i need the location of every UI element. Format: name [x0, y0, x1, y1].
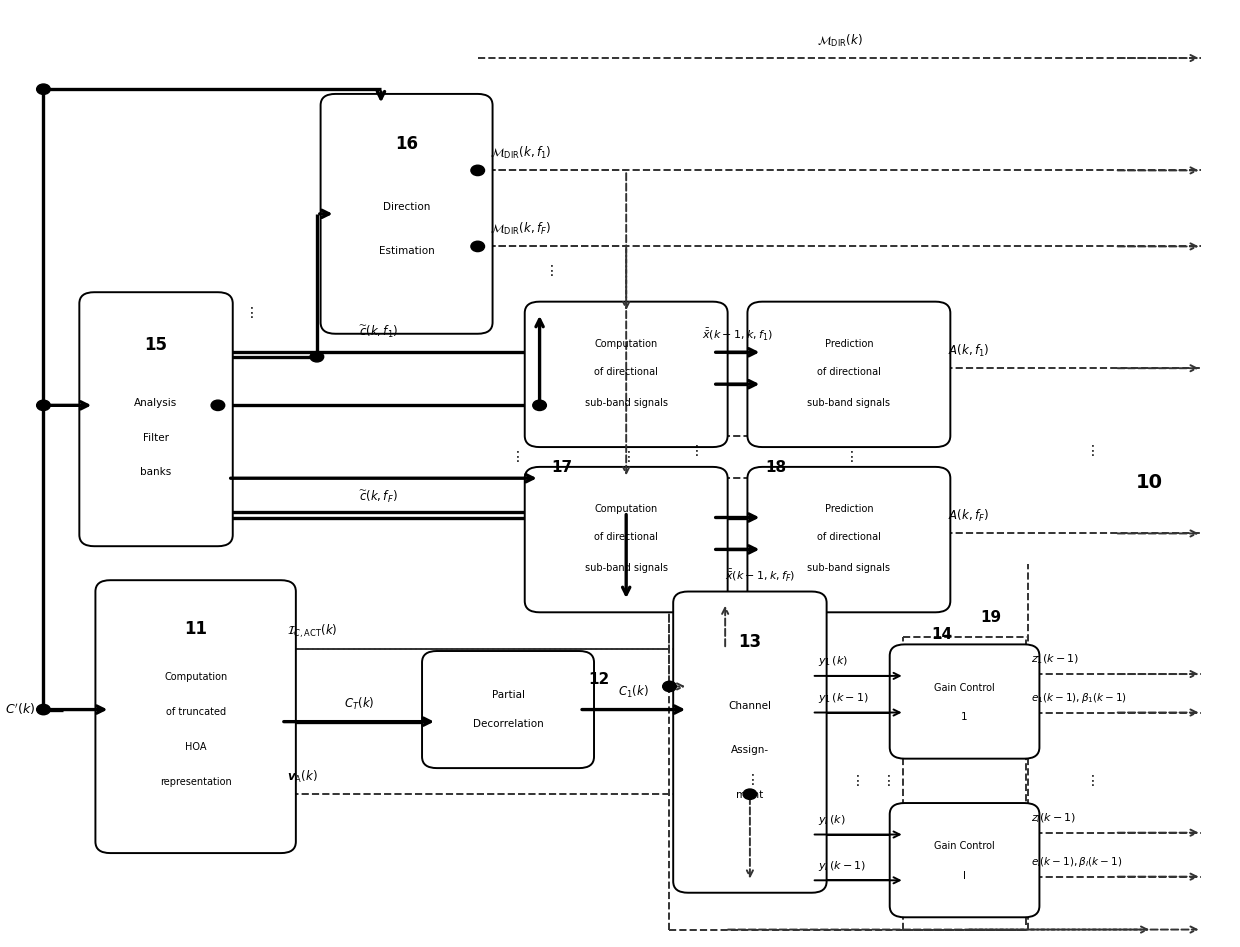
Text: Channel: Channel	[728, 701, 771, 711]
Text: sub-band signals: sub-band signals	[807, 563, 890, 573]
Text: Filter: Filter	[143, 433, 169, 442]
FancyBboxPatch shape	[890, 803, 1039, 918]
Text: of directional: of directional	[817, 366, 880, 377]
Text: Prediction: Prediction	[825, 339, 873, 348]
Text: $z_I(k-1)$: $z_I(k-1)$	[1030, 812, 1076, 825]
Circle shape	[37, 705, 51, 715]
Text: 18: 18	[765, 460, 786, 475]
Text: I: I	[963, 870, 966, 881]
Text: Decorrelation: Decorrelation	[472, 719, 543, 729]
Text: $\widetilde{c}(k,f_1)$: $\widetilde{c}(k,f_1)$	[360, 324, 398, 340]
Text: Direction: Direction	[383, 203, 430, 212]
Text: $\mathcal{M}_{\mathrm{DIR}}(k,f_1)$: $\mathcal{M}_{\mathrm{DIR}}(k,f_1)$	[490, 145, 552, 161]
Text: $C'(k)$: $C'(k)$	[5, 702, 36, 717]
Text: of truncated: of truncated	[166, 706, 226, 717]
Text: $\vdots$: $\vdots$	[851, 774, 859, 788]
Text: $y_I\,(k)$: $y_I\,(k)$	[818, 813, 846, 827]
Circle shape	[211, 401, 224, 410]
Text: Assign-: Assign-	[730, 745, 769, 756]
Text: $\vdots$: $\vdots$	[689, 443, 699, 458]
FancyBboxPatch shape	[525, 302, 728, 447]
Text: $y_1\,(k-1)$: $y_1\,(k-1)$	[818, 691, 869, 705]
Text: $\boldsymbol{v}_{\mathrm{A}}(k)$: $\boldsymbol{v}_{\mathrm{A}}(k)$	[288, 769, 317, 785]
Text: $z_1(k-1)$: $z_1(k-1)$	[1030, 652, 1079, 667]
FancyBboxPatch shape	[422, 651, 594, 768]
Text: $\mathcal{I}_{C,\mathrm{ACT}}(k)$: $\mathcal{I}_{C,\mathrm{ACT}}(k)$	[288, 622, 337, 639]
Text: $\bar{\bar{x}}(k-1,k,f_1)$: $\bar{\bar{x}}(k-1,k,f_1)$	[702, 327, 773, 343]
Text: sub-band signals: sub-band signals	[585, 563, 667, 573]
FancyBboxPatch shape	[748, 302, 950, 447]
Text: $\vdots$: $\vdots$	[745, 773, 755, 787]
Text: Gain Control: Gain Control	[934, 683, 994, 693]
Text: 10: 10	[1136, 474, 1163, 492]
Circle shape	[37, 401, 51, 410]
Text: Estimation: Estimation	[378, 246, 434, 256]
Text: banks: banks	[140, 468, 171, 477]
FancyBboxPatch shape	[673, 592, 827, 893]
Text: $\vdots$: $\vdots$	[882, 774, 890, 788]
FancyBboxPatch shape	[95, 581, 296, 853]
Text: $y_I\,(k-1)$: $y_I\,(k-1)$	[818, 859, 867, 873]
Text: representation: representation	[160, 777, 232, 787]
Text: $A(k,f_1)$: $A(k,f_1)$	[947, 343, 990, 359]
Text: $\vdots$: $\vdots$	[844, 450, 853, 464]
Text: $\bar{\bar{x}}(k-1,k,f_F)$: $\bar{\bar{x}}(k-1,k,f_F)$	[725, 568, 796, 584]
Text: sub-band signals: sub-band signals	[807, 398, 890, 407]
Text: 19: 19	[981, 610, 1002, 624]
Text: $e_I(k-1),\beta_I(k-1)$: $e_I(k-1),\beta_I(k-1)$	[1030, 855, 1122, 869]
Text: Computation: Computation	[594, 339, 657, 348]
Text: $\vdots$: $\vdots$	[1085, 443, 1095, 458]
Circle shape	[471, 241, 485, 252]
FancyBboxPatch shape	[748, 467, 950, 613]
Text: $\vdots$: $\vdots$	[1085, 774, 1095, 788]
Text: 14: 14	[931, 627, 952, 641]
Text: $y_1\,(k)$: $y_1\,(k)$	[818, 654, 848, 669]
Text: sub-band signals: sub-band signals	[585, 398, 667, 407]
FancyBboxPatch shape	[321, 94, 492, 333]
Text: $e_1(k-1),\beta_1(k-1)$: $e_1(k-1),\beta_1(k-1)$	[1030, 691, 1127, 705]
Text: $C_1(k)$: $C_1(k)$	[619, 684, 649, 700]
Text: Partial: Partial	[491, 690, 525, 701]
Text: $\vdots$: $\vdots$	[244, 306, 254, 320]
Text: 17: 17	[552, 460, 573, 475]
Text: of directional: of directional	[594, 532, 658, 542]
Circle shape	[743, 789, 756, 799]
Text: HOA: HOA	[185, 742, 206, 752]
Text: Computation: Computation	[594, 504, 657, 514]
Text: 13: 13	[738, 633, 761, 651]
Text: of directional: of directional	[594, 366, 658, 377]
Text: $\vdots$: $\vdots$	[544, 262, 554, 277]
Text: 16: 16	[396, 135, 418, 153]
Text: Analysis: Analysis	[134, 398, 177, 408]
Text: of directional: of directional	[817, 532, 880, 542]
Text: $C_T(k)$: $C_T(k)$	[343, 696, 374, 712]
Text: 1: 1	[961, 712, 968, 723]
Text: $\widetilde{c}(k,f_F)$: $\widetilde{c}(k,f_F)$	[360, 489, 398, 506]
Circle shape	[471, 165, 485, 175]
Text: $\mathcal{M}_{\mathrm{DIR}}(k)$: $\mathcal{M}_{\mathrm{DIR}}(k)$	[817, 32, 863, 48]
Text: 12: 12	[588, 671, 609, 687]
Text: 15: 15	[145, 336, 167, 354]
Text: $\vdots$: $\vdots$	[510, 450, 520, 464]
FancyBboxPatch shape	[890, 644, 1039, 759]
Text: Gain Control: Gain Control	[934, 842, 994, 851]
Text: $A(k,f_F)$: $A(k,f_F)$	[947, 508, 988, 524]
Text: ment: ment	[737, 790, 764, 800]
Text: 11: 11	[184, 620, 207, 638]
Text: $\mathcal{M}_{\mathrm{DIR}}(k,f_F)$: $\mathcal{M}_{\mathrm{DIR}}(k,f_F)$	[490, 221, 551, 237]
Circle shape	[37, 84, 51, 95]
FancyBboxPatch shape	[79, 293, 233, 546]
Circle shape	[533, 401, 547, 410]
FancyBboxPatch shape	[525, 467, 728, 613]
Text: $\vdots$: $\vdots$	[621, 450, 631, 464]
Circle shape	[310, 351, 324, 362]
Circle shape	[662, 681, 676, 691]
Text: Prediction: Prediction	[825, 504, 873, 514]
Text: Computation: Computation	[164, 671, 227, 682]
